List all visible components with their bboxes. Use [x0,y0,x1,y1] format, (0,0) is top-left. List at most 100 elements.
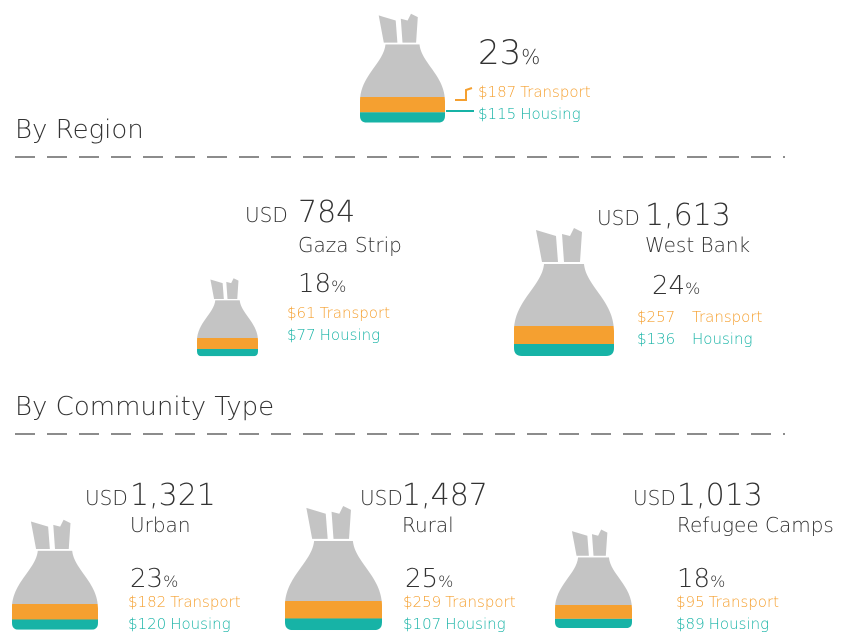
money-bag [555,529,632,629]
transport-label: Transport [709,593,780,611]
transport-cost: $257 Transport [637,308,763,326]
bag-fill [555,557,632,605]
bag-transport [285,601,382,619]
bag-fill [197,300,258,338]
money-bag [197,278,258,357]
bag-tab [306,507,328,539]
amount: 1,487 [402,478,488,513]
bag-transport [514,326,614,344]
bag-transport [12,604,98,620]
bag-tab [53,519,71,549]
percent: 24% [652,271,700,301]
bag-body [555,557,632,629]
transport-amount: $95 [676,593,705,611]
bag-housing [197,348,258,357]
housing-amount: $107 [403,615,441,633]
housing-amount: $120 [128,615,166,633]
housing-label: Housing [520,105,580,123]
transport-cost: $95 Transport [676,593,779,611]
name: Refugee Camps [677,513,834,537]
name: Urban [130,513,191,537]
transport-label: Transport [170,593,241,611]
percent: 25% [405,564,453,594]
bag-body [360,44,445,123]
bag-tab [400,13,418,43]
housing-label: Housing [692,330,752,348]
percent-sign: % [331,277,346,296]
section-title: By Community Type [15,392,274,422]
bag-housing [360,112,445,123]
percent-sign: % [438,572,453,591]
transport-amount: $182 [128,593,166,611]
percent-sign: % [710,572,725,591]
amount: 1,321 [130,478,216,513]
bag-tab [378,15,398,43]
percent-value: 25 [405,564,438,594]
transport-label: Transport [520,83,591,101]
bag-fill [285,540,382,601]
bag-fill [12,550,98,604]
money-bag [285,505,382,631]
percent-value: 18 [677,564,710,594]
bag-transport [360,97,445,113]
percent: 18% [298,269,346,299]
percent: 23% [478,33,540,73]
bag-transport [555,605,632,619]
transport-amount: $259 [403,593,441,611]
housing-label: Housing [709,615,769,633]
percent-sign: % [685,279,700,298]
bag-tab [536,230,558,262]
transport-amount: $257 [637,308,675,326]
bag-housing [12,619,98,630]
amount: 1,013 [677,478,763,513]
percent-value: 24 [652,271,685,301]
bag-fill [360,44,445,97]
bag-housing [555,618,632,629]
housing-cost: $115 Housing [478,105,581,123]
bag-transport [197,338,258,349]
bag-tab [210,279,224,299]
amount: 784 [298,195,355,230]
housing-cost: $120 Housing [128,615,231,633]
housing-cost: $107 Housing [403,615,506,633]
bag-body [12,550,98,630]
bag-tab [562,228,582,262]
bag-tab [226,278,239,299]
transport-label: Transport [445,593,516,611]
currency: USD [633,486,676,510]
housing-amount: $115 [478,105,516,123]
bag-body [197,300,258,357]
transport-cost: $182 Transport [128,593,241,611]
percent-sign: % [521,45,540,69]
bag-fill [514,264,614,326]
bag-tab [331,505,351,539]
housing-cost: $89 Housing [676,615,769,633]
housing-amount: $136 [637,330,675,348]
bag-tab [30,521,50,549]
money-bag [360,13,445,123]
housing-label: Housing [320,326,380,344]
bag-body [285,540,382,631]
transport-amount: $61 [287,304,316,322]
money-bag [514,228,614,356]
percent: 23% [130,564,178,594]
percent-value: 23 [130,564,163,594]
amount: 1,613 [645,198,731,233]
bag-housing [285,618,382,631]
housing-cost: $136 Housing [637,330,752,348]
transport-cost: $187 Transport [478,83,591,101]
percent-value: 23 [478,33,521,73]
housing-cost: $77 Housing [287,326,380,344]
bag-housing [514,344,614,356]
percent-value: 18 [298,269,331,299]
transport-amount: $187 [478,83,516,101]
name: Rural [402,513,454,537]
transport-cost: $259 Transport [403,593,516,611]
currency: USD [245,203,288,227]
bag-tab [591,529,608,556]
money-bag [12,519,98,630]
name: West Bank [645,233,750,257]
housing-label: Housing [170,615,230,633]
currency: USD [85,486,128,510]
